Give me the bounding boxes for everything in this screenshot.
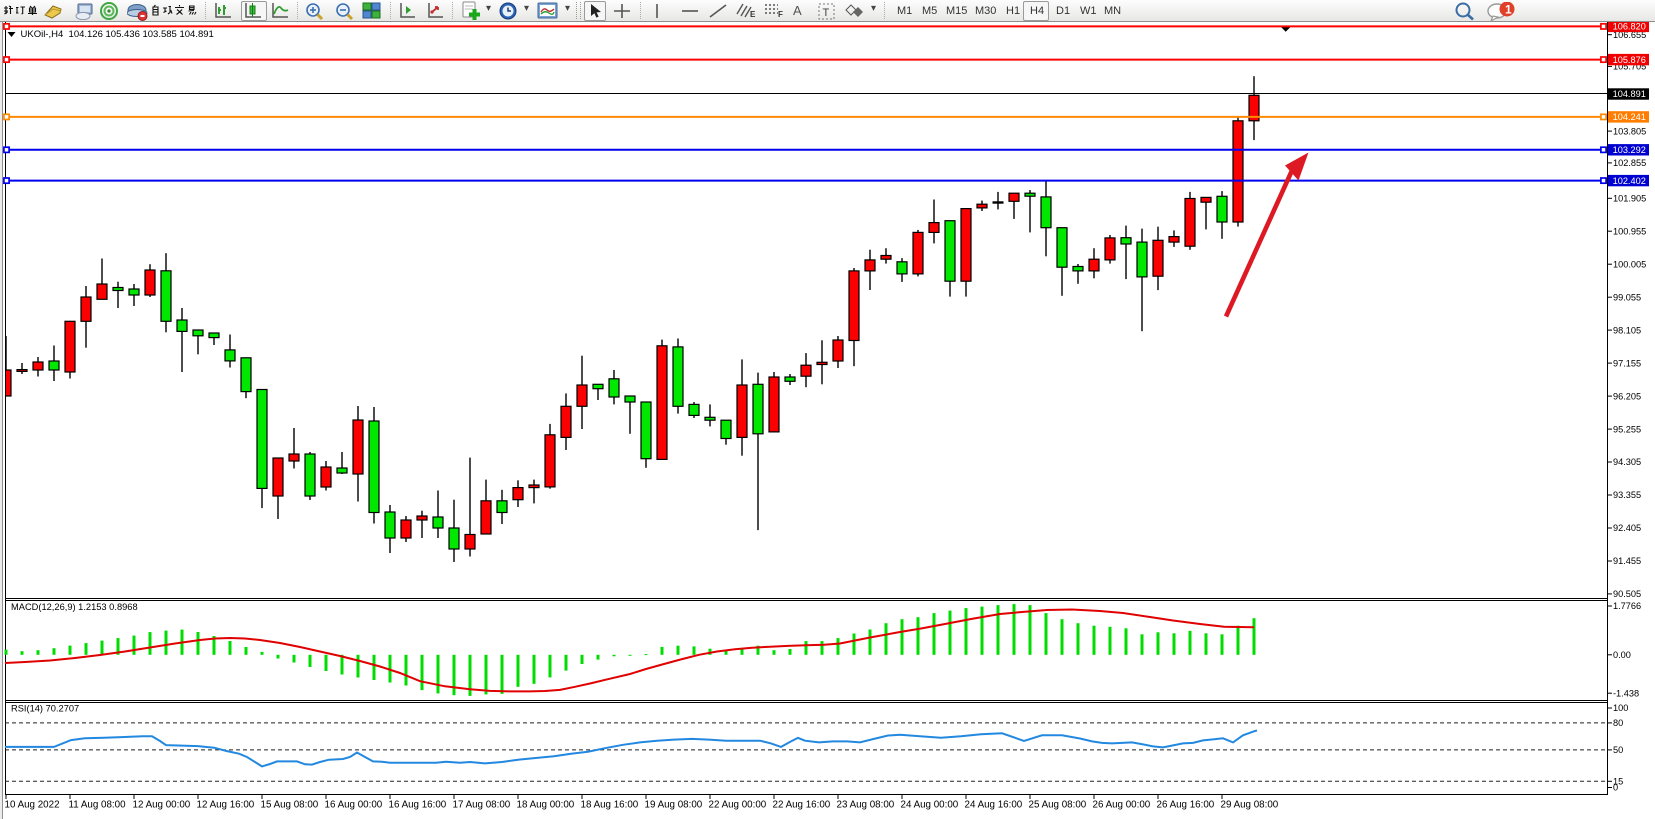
svg-text:12 Aug 16:00: 12 Aug 16:00 [197,800,255,811]
svg-text:90.505: 90.505 [1613,589,1641,599]
svg-text:97.155: 97.155 [1613,358,1641,368]
svg-text:1.7766: 1.7766 [1613,601,1641,611]
svg-text:95.255: 95.255 [1613,424,1641,434]
svg-text:25 Aug 08:00: 25 Aug 08:00 [1029,800,1087,811]
svg-text:22 Aug 16:00: 22 Aug 16:00 [773,800,831,811]
svg-text:91.455: 91.455 [1613,556,1641,566]
svg-text:92.405: 92.405 [1613,523,1641,533]
svg-text:16 Aug 00:00: 16 Aug 00:00 [325,800,383,811]
svg-text:T: T [823,7,830,19]
svg-text:15 Aug 08:00: 15 Aug 08:00 [261,800,319,811]
svg-text:UKOil-,H4 104.126 105.436 103: UKOil-,H4 104.126 105.436 103.585 104.89… [21,29,214,40]
svg-text:12 Aug 00:00: 12 Aug 00:00 [133,800,191,811]
svg-text:50: 50 [1613,745,1623,755]
svg-text:103.292: 103.292 [1613,145,1646,155]
svg-text:26 Aug 16:00: 26 Aug 16:00 [1157,800,1215,811]
svg-text:0: 0 [1613,783,1618,793]
svg-text:104.891: 104.891 [1613,89,1646,99]
svg-text:F: F [778,10,783,19]
svg-text:80: 80 [1613,718,1623,728]
svg-text:99.055: 99.055 [1613,292,1641,302]
svg-text:17 Aug 08:00: 17 Aug 08:00 [453,800,511,811]
svg-text:106.820: 106.820 [1613,22,1646,32]
svg-text:24 Aug 00:00: 24 Aug 00:00 [901,800,959,811]
svg-text:MACD(12,26,9) 1.2153 0.8968: MACD(12,26,9) 1.2153 0.8968 [11,602,138,612]
svg-text:102.402: 102.402 [1613,176,1646,186]
svg-text:19 Aug 08:00: 19 Aug 08:00 [645,800,703,811]
svg-text:100: 100 [1613,703,1628,713]
svg-text:11 Aug 08:00: 11 Aug 08:00 [69,800,127,811]
svg-text:22 Aug 00:00: 22 Aug 00:00 [709,800,767,811]
svg-text:16 Aug 16:00: 16 Aug 16:00 [389,800,447,811]
svg-text:106.655: 106.655 [1613,30,1646,40]
svg-text:18 Aug 16:00: 18 Aug 16:00 [581,800,639,811]
svg-text:26 Aug 00:00: 26 Aug 00:00 [1093,800,1151,811]
svg-text:29 Aug 08:00: 29 Aug 08:00 [1221,800,1279,811]
svg-text:18 Aug 00:00: 18 Aug 00:00 [517,800,575,811]
svg-text:100.955: 100.955 [1613,226,1646,236]
svg-text:-1.438: -1.438 [1613,688,1639,698]
svg-text:104.241: 104.241 [1613,112,1646,122]
svg-text:10 Aug 2022: 10 Aug 2022 [5,800,60,811]
svg-text:RSI(14) 70.2707: RSI(14) 70.2707 [11,704,79,714]
svg-text:103.805: 103.805 [1613,126,1646,136]
svg-text:101.905: 101.905 [1613,194,1646,204]
svg-text:93.355: 93.355 [1613,490,1641,500]
svg-text:105.876: 105.876 [1613,55,1646,65]
svg-text:15: 15 [1613,777,1623,787]
svg-text:E: E [750,10,756,19]
svg-text:24 Aug 16:00: 24 Aug 16:00 [965,800,1023,811]
svg-text:1: 1 [1505,3,1512,17]
svg-text:96.205: 96.205 [1613,391,1641,401]
svg-text:94.305: 94.305 [1613,457,1641,467]
svg-text:0.00: 0.00 [1613,650,1631,660]
svg-text:100.005: 100.005 [1613,259,1646,269]
svg-text:102.855: 102.855 [1613,158,1646,168]
svg-text:23 Aug 08:00: 23 Aug 08:00 [837,800,895,811]
svg-text:105.705: 105.705 [1613,62,1646,72]
svg-text:98.105: 98.105 [1613,325,1641,335]
